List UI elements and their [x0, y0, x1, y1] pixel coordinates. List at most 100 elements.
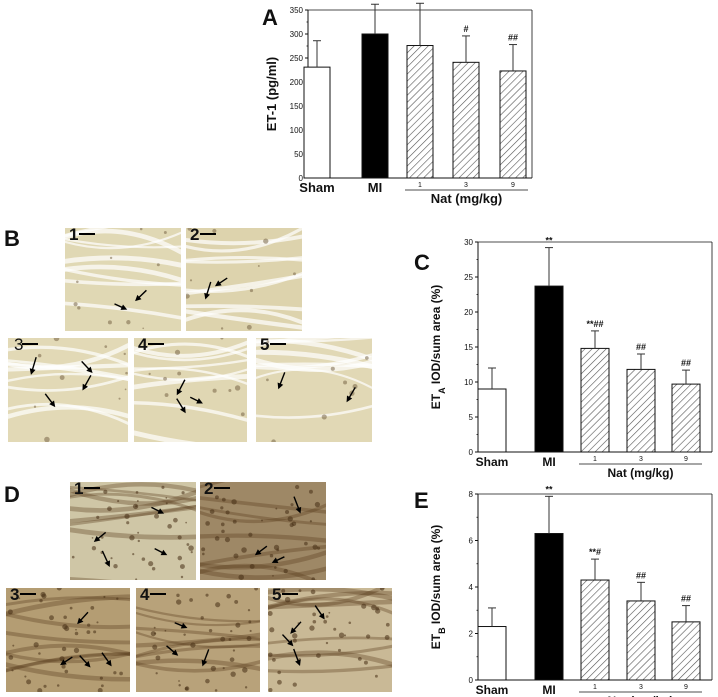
stain-speck — [234, 599, 239, 604]
ce-ylabel: ETB IOD/sum area (%) — [429, 525, 447, 650]
tissue-fiber — [200, 503, 326, 524]
stain-speck — [177, 555, 183, 561]
tissue-fiber — [186, 271, 302, 293]
arrow-icon-head — [60, 659, 67, 666]
stain-speck — [220, 506, 224, 510]
ca-bar-3 — [452, 61, 480, 179]
stain-speck — [268, 652, 273, 657]
ce-cat-3: 3 — [639, 684, 643, 691]
stain-speck — [107, 506, 112, 512]
micrograph-d-1-label: 1 — [74, 482, 84, 498]
tissue-fiber — [6, 651, 130, 664]
cc-ylabel: ETA IOD/sum area (%) — [429, 285, 447, 410]
micrograph-b-5: 5 — [256, 338, 372, 442]
micrograph-b-2-label: 2 — [190, 228, 200, 244]
stain-speck — [113, 564, 118, 569]
stain-speck — [90, 605, 95, 610]
tissue-fiber — [134, 340, 247, 358]
ca-cat-3: 3 — [464, 182, 468, 189]
ce-cat-1: MI — [542, 683, 555, 697]
cc-bar-0 — [477, 388, 507, 453]
tissue-fiber — [134, 401, 247, 422]
stain-speck — [86, 630, 91, 635]
stain-speck — [244, 686, 248, 689]
stain-speck — [210, 665, 216, 672]
stain-speck — [225, 510, 230, 515]
stain-speck — [148, 561, 154, 567]
stain-speck — [49, 615, 54, 621]
stain-speck — [317, 546, 321, 550]
ce-bar-2 — [580, 579, 610, 681]
stain-speck — [309, 625, 315, 631]
tissue-fiber — [268, 650, 392, 667]
stain-speck — [155, 655, 161, 661]
tissue-fiber — [200, 506, 326, 526]
cc-ytick-label: 10 — [464, 378, 473, 387]
cc-cat-2: 1 — [593, 456, 597, 463]
stain-speck — [214, 495, 219, 500]
tissue-fiber — [134, 430, 197, 442]
stain-speck — [43, 684, 47, 688]
stain-speck — [179, 564, 185, 570]
ca-cat-4: 9 — [511, 182, 515, 189]
stain-speck — [97, 688, 103, 692]
tissue-fiber — [186, 308, 302, 325]
tissue-fiber — [200, 563, 318, 580]
stain-speck — [174, 349, 181, 355]
stain-speck — [18, 597, 21, 600]
stain-speck — [311, 577, 316, 580]
tissue-fiber — [136, 631, 260, 649]
stain-speck — [119, 671, 123, 676]
stain-speck — [33, 405, 37, 408]
stain-speck — [357, 656, 362, 661]
arrow-icon-head — [29, 368, 36, 375]
arrow-icon-head — [271, 557, 279, 563]
cc-cat-1: MI — [542, 455, 555, 469]
stain-speck — [44, 436, 50, 442]
ca-ytick-label: 0 — [299, 174, 304, 183]
cc-bar-2 — [580, 347, 610, 453]
arrow-icon-head — [84, 661, 91, 668]
tissue-fiber — [70, 577, 113, 580]
arrow-icon-head — [93, 535, 101, 543]
stain-speck — [230, 629, 233, 633]
micrograph-b-5-texture — [256, 338, 372, 442]
stain-speck — [338, 632, 345, 638]
stain-speck — [348, 621, 352, 625]
tissue-fiber — [134, 347, 247, 362]
tissue-fiber — [186, 304, 302, 312]
stain-speck — [41, 593, 47, 599]
stain-speck — [274, 566, 277, 569]
arrow-icon-head — [49, 400, 56, 408]
stain-speck — [233, 553, 239, 559]
stain-speck — [271, 439, 276, 442]
stain-speck — [277, 679, 282, 685]
ca-ytick-label: 200 — [290, 78, 304, 87]
stain-speck — [215, 602, 221, 608]
stain-speck — [76, 280, 79, 284]
tissue-fiber — [136, 632, 260, 648]
stain-speck — [261, 519, 263, 522]
stain-speck — [314, 501, 321, 508]
stain-speck — [142, 327, 145, 330]
stain-speck — [238, 574, 244, 580]
stain-speck — [200, 616, 204, 620]
cc-ytick-label: 15 — [464, 343, 473, 352]
arrow-icon-head — [120, 304, 128, 310]
stain-speck — [291, 521, 297, 527]
tissue-fiber — [256, 368, 372, 390]
stain-speck — [246, 324, 252, 330]
tissue-fiber — [256, 338, 341, 347]
arrow-icon-head — [287, 639, 294, 647]
stain-speck — [178, 680, 180, 682]
stain-speck — [235, 622, 241, 628]
stain-speck — [91, 537, 94, 539]
stain-speck — [181, 491, 185, 495]
stain-speck — [176, 593, 180, 598]
tissue-fiber — [70, 487, 196, 506]
cc-bar-1 — [534, 285, 564, 453]
micrograph-b-1-label: 1 — [69, 228, 79, 244]
stain-speck — [153, 626, 156, 629]
stain-speck — [91, 546, 97, 551]
stain-speck — [325, 641, 329, 645]
